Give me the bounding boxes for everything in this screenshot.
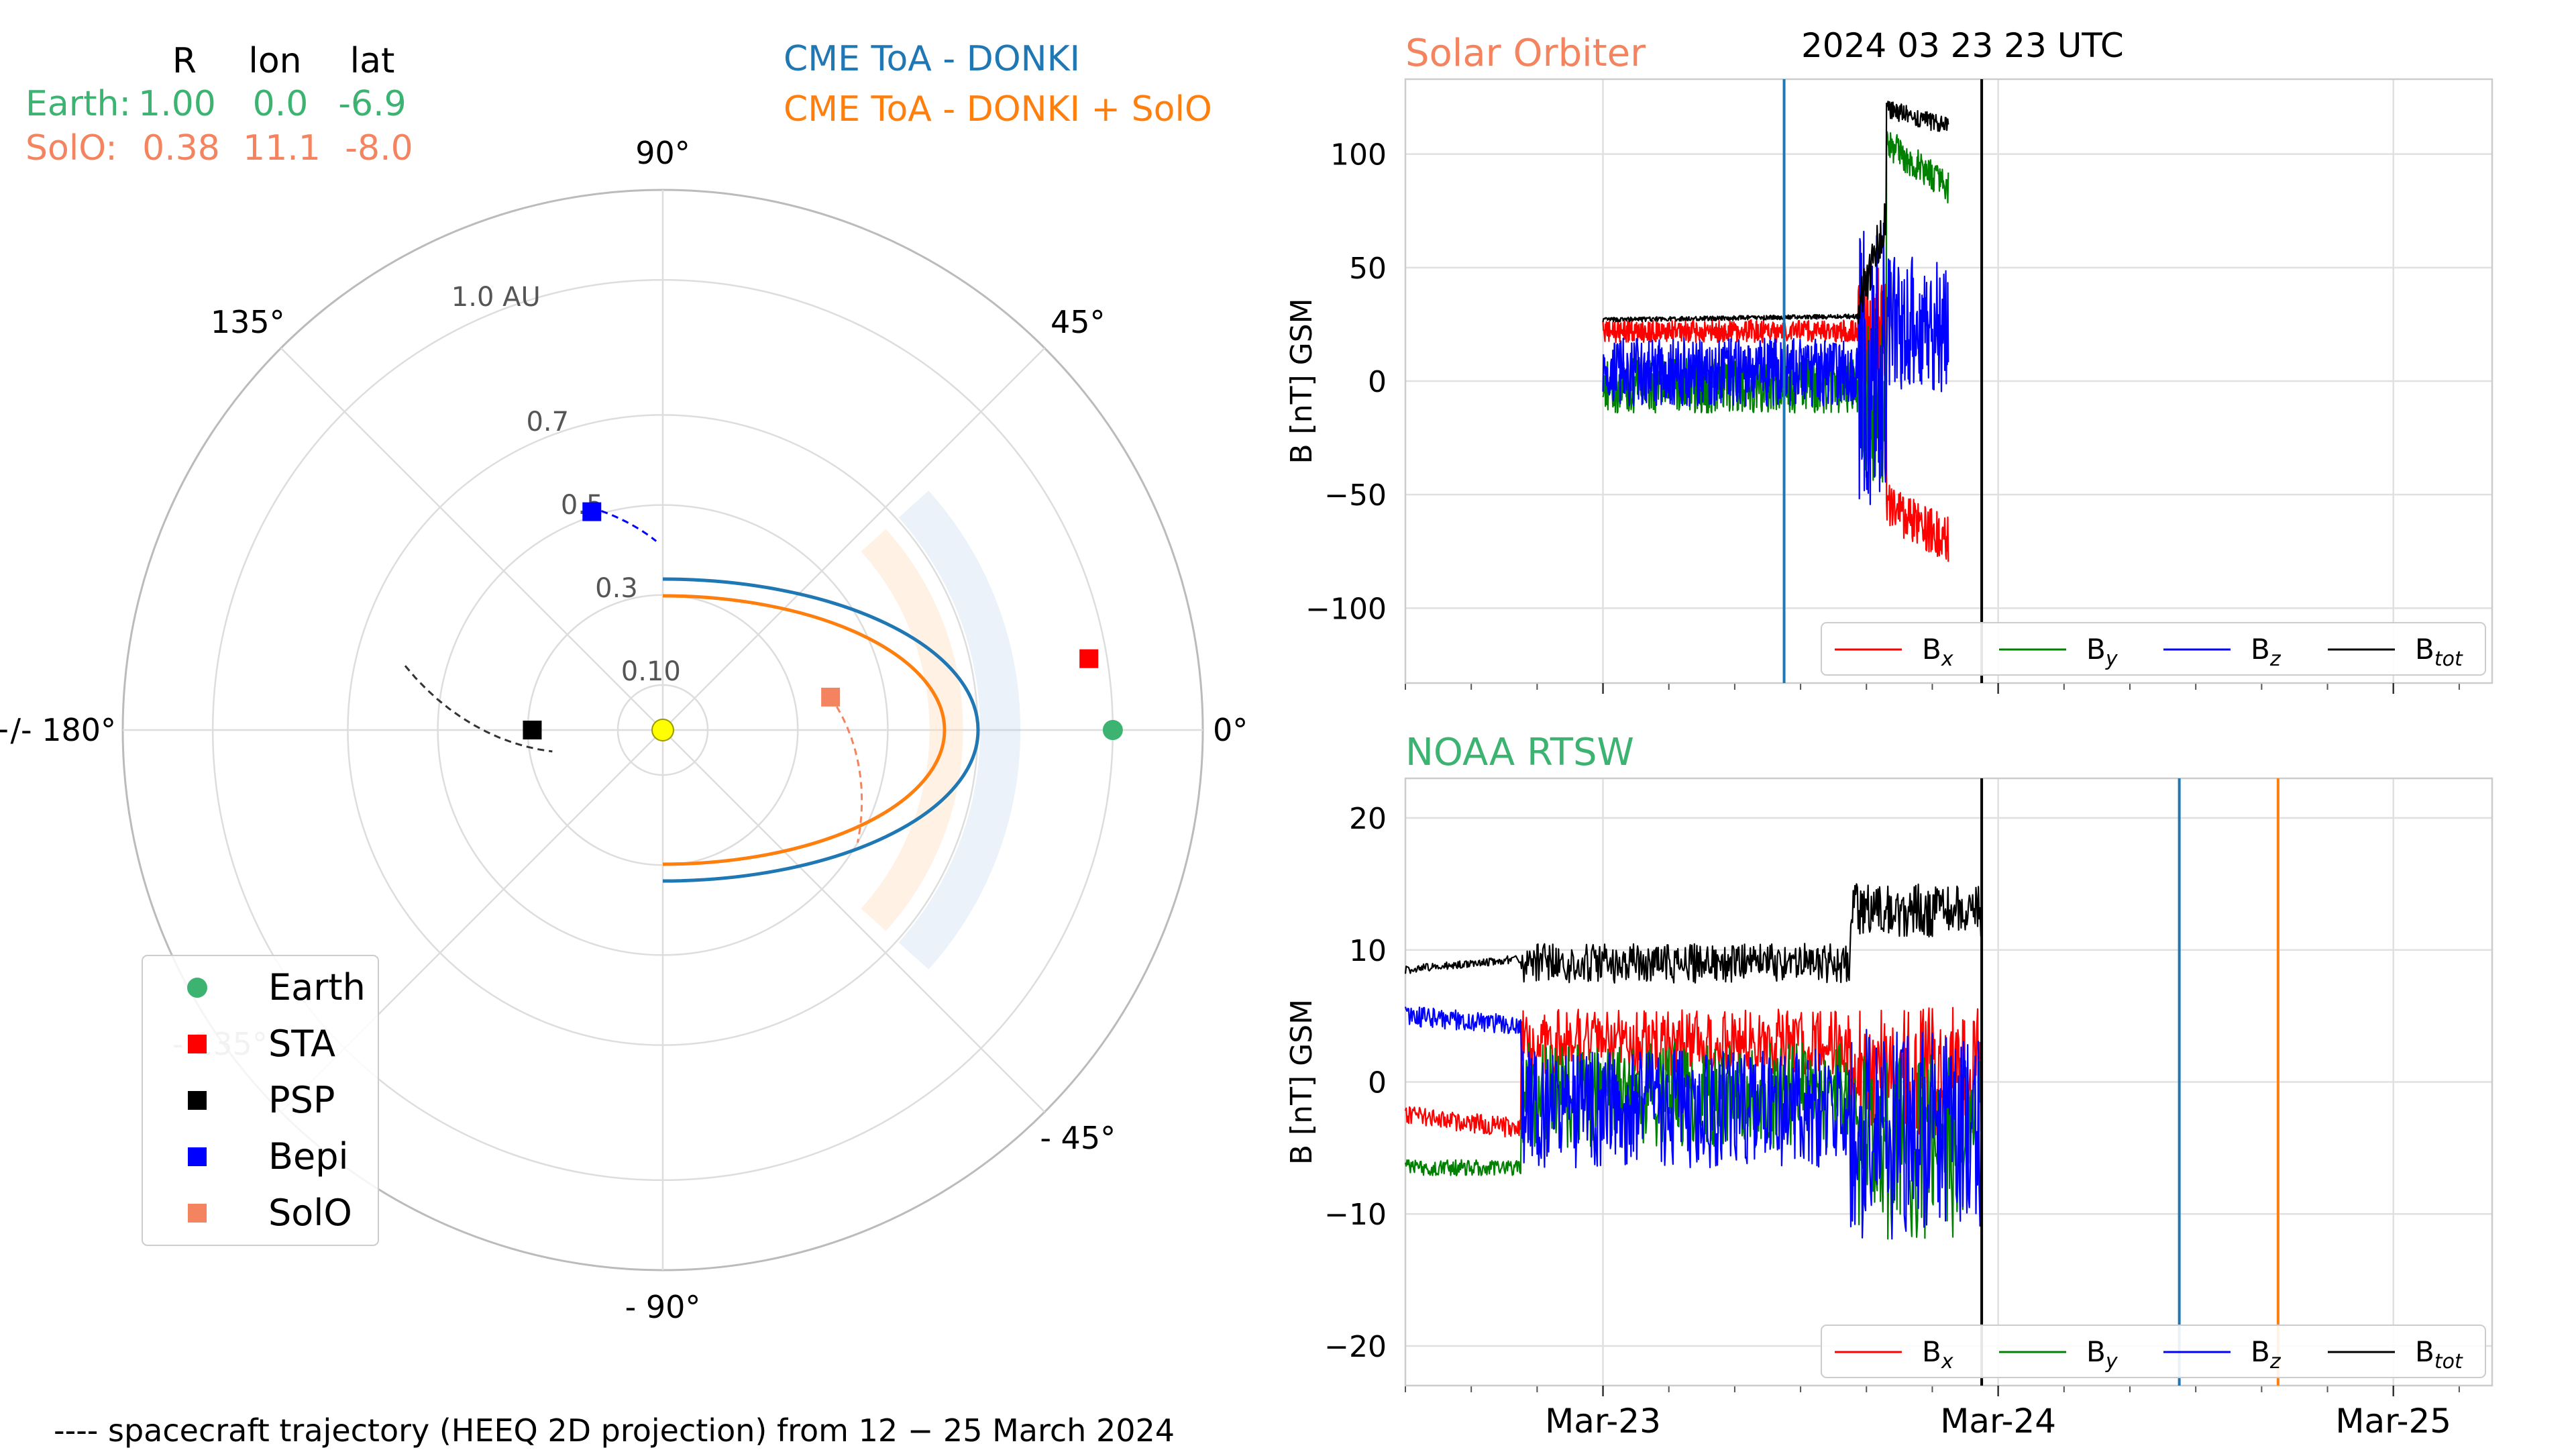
panel-title: NOAA RTSW bbox=[1405, 731, 1634, 774]
legend-label: Bepi bbox=[268, 1135, 349, 1178]
legend-label: STA bbox=[268, 1023, 335, 1065]
polar-legend: Earth STA PSP Bepi SolO bbox=[142, 955, 379, 1246]
legend-label: Bz bbox=[2251, 1335, 2282, 1373]
table-col-lon: lon bbox=[248, 41, 301, 81]
series-legend bbox=[1821, 1325, 2486, 1378]
y-tick-label: −10 bbox=[1324, 1198, 1387, 1232]
legend-marker bbox=[187, 978, 207, 998]
table-row-solo: SolO: 0.38 11.1 -8.0 bbox=[25, 128, 413, 168]
solo-marker bbox=[821, 687, 841, 707]
legend-marker bbox=[188, 1204, 207, 1223]
y-tick-label: 50 bbox=[1349, 252, 1387, 286]
polar-r-label: 1.0 AU bbox=[451, 282, 541, 313]
row-lon: 11.1 bbox=[243, 128, 321, 168]
y-tick-label: −20 bbox=[1324, 1330, 1387, 1364]
table-row-earth: Earth: 1.00 0.0 -6.9 bbox=[25, 84, 407, 124]
trajectory-bepi bbox=[590, 506, 657, 542]
panel-title: Solar Orbiter bbox=[1405, 32, 1646, 75]
legend-label: By bbox=[2086, 633, 2118, 671]
row-r: 1.00 bbox=[138, 84, 216, 124]
row-lat: -6.9 bbox=[338, 84, 406, 124]
legend-label: Bz bbox=[2251, 633, 2282, 671]
table-col-lat: lat bbox=[350, 41, 395, 81]
polar-angle-label: 135° bbox=[211, 304, 285, 340]
bepi-marker bbox=[582, 502, 602, 521]
earth-marker bbox=[1102, 720, 1123, 740]
row-label: Earth: bbox=[25, 84, 131, 124]
solo-timeseries-panel: 100 50 0 −50 −100 B [nT] GSM Solar Orbiter Bx By… bbox=[1285, 32, 2493, 694]
polar-angle-label: 0° bbox=[1213, 712, 1248, 748]
y-axis-label: B [nT] GSM bbox=[1285, 999, 1319, 1165]
polar-angle-gridline bbox=[662, 347, 1046, 731]
x-tick-label: Mar-24 bbox=[1940, 1402, 2056, 1441]
cme-donki-uncertainty bbox=[898, 490, 1021, 970]
trajectory-psp bbox=[404, 665, 553, 753]
polar-angle-label: 45° bbox=[1051, 304, 1106, 340]
legend-label: SolO bbox=[268, 1192, 352, 1234]
noaa-timeseries-panel: 20 10 0 −10 −20 B [nT] GSM NOAA RTSW Bx By Bz Btot… bbox=[1285, 731, 2493, 1441]
row-label: SolO: bbox=[25, 128, 117, 168]
plot-time: 2024 03 23 23 UTC bbox=[1801, 26, 2124, 65]
y-tick-label: 0 bbox=[1368, 1066, 1387, 1100]
polar-r-label: 0.10 bbox=[621, 656, 681, 687]
legend-label: Btot bbox=[2415, 633, 2463, 671]
series-bz bbox=[1602, 222, 1949, 505]
plot-frame bbox=[1404, 78, 2493, 684]
polar-angle-label: 90° bbox=[635, 135, 690, 171]
position-table: R lon lat Earth: 1.00 0.0 -6.9 SolO: 0.3… bbox=[25, 41, 413, 168]
y-tick-label: −100 bbox=[1305, 592, 1387, 626]
legend-frame bbox=[142, 955, 379, 1246]
plot-frame bbox=[1404, 777, 2493, 1387]
y-axis-label: B [nT] GSM bbox=[1285, 298, 1319, 464]
x-tick-label: Mar-25 bbox=[2335, 1402, 2451, 1441]
series-btot bbox=[1602, 101, 1949, 324]
polar-angle-gridline bbox=[280, 347, 663, 731]
sta-marker bbox=[1079, 649, 1099, 668]
polar-angle-label: +/- 180° bbox=[0, 712, 116, 748]
row-r: 0.38 bbox=[142, 128, 220, 168]
sun-marker bbox=[651, 719, 674, 741]
y-tick-label: 100 bbox=[1330, 138, 1387, 172]
cme-donki-front bbox=[662, 577, 980, 883]
y-tick-label: 10 bbox=[1349, 934, 1387, 968]
cme-donki-solo-uncertainty bbox=[861, 529, 963, 931]
polar-r-label: 0.3 bbox=[595, 573, 638, 604]
trajectory-solo bbox=[829, 696, 863, 843]
table-col-r: R bbox=[172, 41, 197, 81]
cme-donki-label: CME ToA - DONKI bbox=[784, 39, 1080, 79]
legend-label: By bbox=[2086, 1335, 2118, 1373]
legend-label: PSP bbox=[268, 1079, 335, 1121]
legend-marker bbox=[188, 1035, 207, 1053]
series-legend bbox=[1821, 622, 2486, 676]
legend-label: Btot bbox=[2415, 1335, 2463, 1373]
cme-donki-solo-front bbox=[662, 594, 947, 866]
y-tick-label: 20 bbox=[1349, 802, 1387, 836]
trajectory-footnote: ---- spacecraft trajectory (HEEQ 2D proj… bbox=[54, 1412, 1175, 1449]
series-bz bbox=[1404, 1006, 1983, 1240]
polar-angle-gridline bbox=[662, 729, 1046, 1113]
series-btot bbox=[1404, 883, 1983, 984]
cme-donki-solo-label: CME ToA - DONKI + SolO bbox=[784, 89, 1212, 129]
row-lon: 0.0 bbox=[253, 84, 309, 124]
legend-label: Bx bbox=[1922, 1335, 1953, 1373]
polar-r-label: 0.7 bbox=[526, 407, 569, 437]
psp-marker bbox=[523, 721, 542, 739]
x-tick-label: Mar-23 bbox=[1545, 1402, 1661, 1441]
legend-marker bbox=[188, 1147, 207, 1166]
series-bx bbox=[1602, 267, 1949, 562]
legend-label: Bx bbox=[1922, 633, 1953, 671]
legend-marker bbox=[188, 1091, 207, 1110]
polar-angle-label: - 90° bbox=[625, 1289, 701, 1325]
y-tick-label: −50 bbox=[1324, 478, 1387, 513]
y-tick-label: 0 bbox=[1368, 365, 1387, 399]
legend-label: Earth bbox=[268, 966, 366, 1008]
row-lat: -8.0 bbox=[345, 128, 413, 168]
polar-angle-label: - 45° bbox=[1040, 1120, 1116, 1156]
